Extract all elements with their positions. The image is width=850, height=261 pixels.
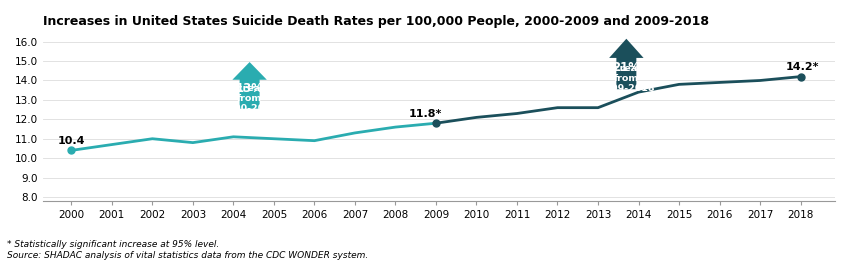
Text: 13%: 13% — [235, 82, 264, 95]
Polygon shape — [609, 39, 643, 89]
Text: 21%: 21% — [612, 61, 640, 74]
Text: Source: SHADAC analysis of vital statistics data from the CDC WONDER system.: Source: SHADAC analysis of vital statist… — [7, 251, 368, 260]
Text: 11.8*: 11.8* — [409, 109, 443, 119]
Polygon shape — [232, 62, 267, 109]
Text: increase
from
2000-2009: increase from 2000-2009 — [222, 84, 278, 113]
Text: 10.4: 10.4 — [58, 136, 85, 146]
Text: 14.2*: 14.2* — [786, 62, 819, 72]
Text: increase
from
2009-2018: increase from 2009-2018 — [598, 64, 654, 93]
Text: Increases in United States Suicide Death Rates per 100,000 People, 2000-2009 and: Increases in United States Suicide Death… — [43, 15, 709, 28]
Text: * Statistically significant increase at 95% level.: * Statistically significant increase at … — [7, 240, 219, 249]
